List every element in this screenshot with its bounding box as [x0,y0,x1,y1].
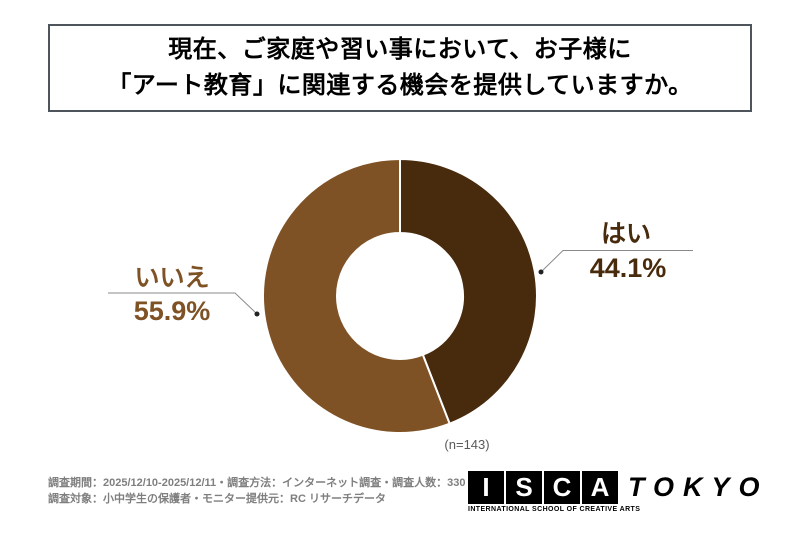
segment-label-no: いいえ [134,264,210,292]
title-line-1: 現在、ご家庭や習い事において、お子様に [168,36,632,63]
footnote-line-1: 調査期間：2025/12/10-2025/12/11・調査方法：インターネット調… [48,477,480,489]
survey-footnote: 調査期間：2025/12/10-2025/12/11・調査方法：インターネット調… [48,476,480,507]
leader-line-yes [540,250,693,273]
logo-subtitle: INTERNATIONAL SCHOOL OF CREATIVE ARTS [468,506,641,513]
sample-size-label: (n=143) [444,437,490,452]
title-line-2: 「アート教育」に関連する機会を提供していますか。 [107,72,693,99]
logo-letter-block-s: S [506,471,542,504]
logo-wordmark: TOKYO [628,472,769,502]
donut-segment-0 [399,157,538,425]
logo-letter-block-c: C [544,471,580,504]
logo-letter-block-a: A [582,471,618,504]
logo-row: I S C A TOKYO [468,471,769,504]
title-box: 現在、ご家庭や習い事において、お子様に 「アート教育」に関連する機会を提供してい… [48,24,752,112]
leader-dot-yes [538,269,544,275]
footnote-line-2: 調査対象：小中学生の保護者・モニター提供元：RC リサーチデータ [48,492,386,505]
segment-pct-yes: 44.1% [589,253,667,283]
donut-segments [262,157,538,434]
leader-dot-no [254,311,260,317]
segment-pct-no: 55.9% [133,296,211,326]
segment-label-yes: はい [600,220,652,248]
logo-letter-block-i: I [468,471,504,504]
donut-segment-1 [262,157,451,434]
isca-tokyo-logo: I S C A TOKYO INTERNATIONAL SCHOOL OF CR… [468,471,769,513]
leader-line-no [108,292,258,315]
